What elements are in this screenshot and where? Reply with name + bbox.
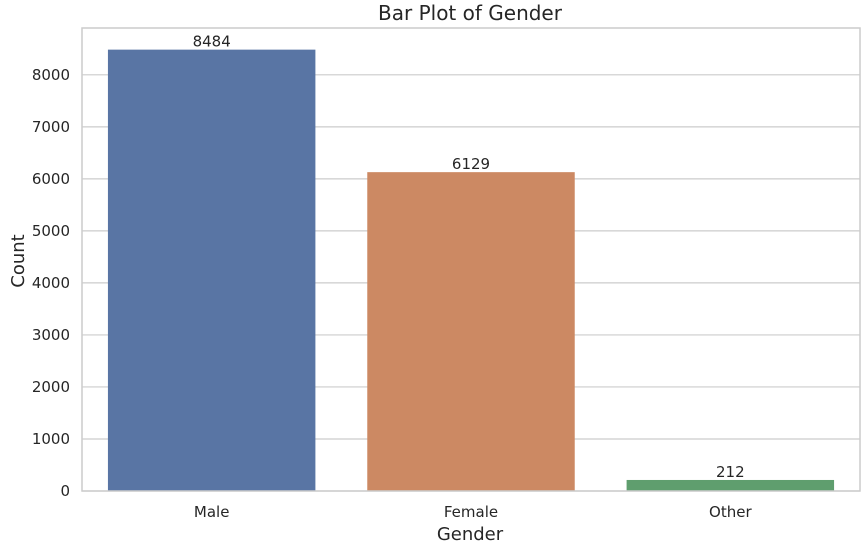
- x-tick-label: Female: [444, 503, 498, 521]
- data-label-female: 6129: [452, 155, 490, 173]
- y-tick-label: 8000: [32, 66, 70, 84]
- y-tick-label: 1000: [32, 430, 70, 448]
- x-tick-label: Male: [194, 503, 230, 521]
- y-axis-label: Count: [8, 234, 29, 287]
- y-tick-labels: 0 1000 2000 3000 4000 5000 6000 7000 8000: [32, 66, 70, 500]
- bar-other: [626, 479, 835, 491]
- data-label-other: 212: [716, 463, 745, 481]
- chart-title: Bar Plot of Gender: [378, 1, 563, 25]
- data-labels: 8484 6129 212: [193, 33, 745, 481]
- y-tick-label: 4000: [32, 274, 70, 292]
- y-tick-label: 3000: [32, 326, 70, 344]
- y-tick-label: 6000: [32, 170, 70, 188]
- x-axis-label: Gender: [437, 524, 504, 545]
- plot-frame: [81, 27, 861, 492]
- data-label-male: 8484: [193, 33, 231, 51]
- bar-female: [367, 172, 575, 491]
- y-tick-label: 2000: [32, 378, 70, 396]
- y-tick-label: 5000: [32, 222, 70, 240]
- y-tick-label: 0: [60, 482, 70, 500]
- bars: [107, 49, 835, 491]
- y-tick-label: 7000: [32, 118, 70, 136]
- bar-male: [107, 49, 316, 491]
- x-tick-label: Other: [709, 503, 752, 521]
- x-tick-labels: Male Female Other: [194, 503, 753, 521]
